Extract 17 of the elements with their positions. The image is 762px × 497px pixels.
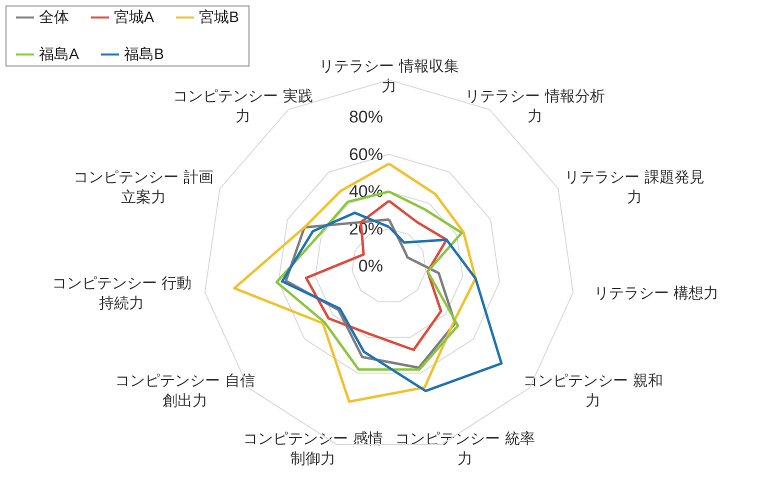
legend-label: 宮城B [199, 9, 240, 26]
y-tick-label: 0% [358, 256, 383, 276]
spoke-label: コンピテンシー 自信創出力 [115, 371, 255, 410]
spoke-label: コンピテンシー 行動持続力 [52, 274, 192, 312]
legend-label: 福島A [39, 46, 80, 63]
spoke-label: リテラシー 構想力 [594, 284, 719, 302]
y-tick-label: 60% [348, 144, 383, 164]
legend-label: 宮城A [114, 9, 154, 26]
spoke-label: リテラシー 情報分析力 [465, 87, 605, 126]
spoke-label: コンピテンシー 実践力 [173, 87, 313, 126]
y-tick-label: 80% [348, 108, 383, 127]
spoke-label: コンピテンシー 親和力 [523, 371, 663, 410]
legend-label: 全体 [39, 9, 69, 26]
spoke-label: コンピテンシー 計画立案力 [74, 168, 214, 206]
legend-label: 福島B [124, 46, 164, 63]
spoke-label: リテラシー 情報収集力 [319, 57, 459, 95]
spoke-label: リテラシー 課題発見力 [564, 168, 704, 206]
